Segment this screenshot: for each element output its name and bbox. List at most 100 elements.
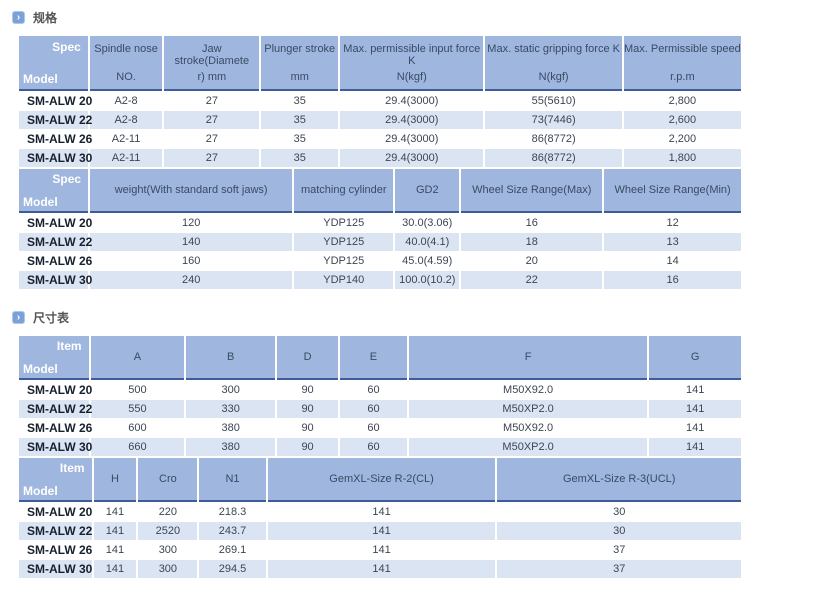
data-cell: 141	[93, 522, 137, 540]
data-cell: 141	[93, 541, 137, 559]
chevron-right-icon: ›	[12, 11, 25, 24]
data-cell: 13	[604, 233, 741, 251]
data-cell: 300	[138, 560, 198, 578]
header-row: Spec Model weight(With standard soft jaws)…	[19, 169, 741, 213]
corner-label-bottom: Model	[23, 72, 58, 86]
data-cell: 330	[186, 400, 276, 418]
data-cell: 220	[138, 503, 198, 521]
data-cell: 16	[461, 214, 603, 232]
column-header-line: Jaw stroke(Diamete	[174, 43, 250, 67]
column-header-line: Spindle nose	[94, 43, 158, 55]
table-row: SM-ALW 20 A2-8 27 35 29.4(3000) 55(5610) 2,800	[19, 92, 741, 110]
column-header-line: r) mm	[197, 71, 227, 83]
data-cell: 60	[340, 419, 407, 437]
data-cell: 29.4(3000)	[340, 111, 484, 129]
data-cell: 141	[267, 522, 496, 540]
model-cell: SM-ALW 30	[19, 149, 92, 167]
column-header: Plunger stroke mm	[261, 36, 339, 91]
data-cell: 1,800	[623, 149, 741, 167]
column-header-line: NO.	[116, 71, 136, 83]
data-cell: 120	[90, 214, 293, 232]
data-cell: 29.4(3000)	[340, 92, 484, 110]
column-header-line: r.p.m	[670, 71, 695, 83]
column-header: D	[277, 336, 339, 380]
column-header-line: Cro	[159, 473, 177, 485]
model-cell: SM-ALW 20	[19, 92, 92, 110]
data-cell: YDP125	[294, 252, 394, 270]
column-header-line: G	[690, 351, 700, 363]
data-cell: 2,600	[623, 111, 741, 129]
column-header: Spindle nose NO.	[89, 36, 163, 91]
column-header-line: N(kgf)	[538, 71, 569, 83]
data-cell: 141	[267, 503, 496, 521]
data-cell: 550	[90, 400, 185, 418]
column-header-line: N(kgf)	[396, 71, 427, 83]
data-cell: 20	[461, 252, 603, 270]
section-dimensions: › 尺寸表 Item Model A B D E F G SM-ALW 20 500 300 90 60…	[0, 290, 818, 579]
data-cell: 27	[164, 149, 260, 167]
column-header: Jaw stroke(Diamete r) mm	[164, 36, 260, 91]
model-cell: SM-ALW 30	[19, 560, 92, 578]
data-cell: M50X92.0	[408, 381, 648, 399]
data-cell: 90	[277, 419, 339, 437]
column-header-line: A	[133, 351, 142, 363]
corner-label-top: Item	[56, 339, 82, 353]
table-row: SM-ALW 26 160 YDP125 45.0(4.59) 20 14	[19, 252, 741, 270]
data-cell: 27	[164, 92, 260, 110]
table-row: SM-ALW 26 A2-11 27 35 29.4(3000) 86(8772) 2,20…	[19, 130, 741, 148]
data-cell: 35	[261, 111, 339, 129]
corner-label-bottom: Model	[23, 362, 58, 376]
data-cell: 2520	[138, 522, 198, 540]
column-header-line: GD2	[415, 184, 439, 196]
column-header: F	[408, 336, 648, 380]
data-cell: 240	[90, 271, 293, 289]
column-header-line: Wheel Size Range(Min)	[614, 184, 731, 196]
data-cell: 35	[261, 149, 339, 167]
table-row: SM-ALW 22 141 2520 243.7 141 30	[19, 522, 741, 540]
header-row: Item Model A B D E F G	[19, 336, 741, 380]
data-cell: 141	[649, 381, 741, 399]
data-cell: 218.3	[199, 503, 266, 521]
column-header: GemXL-Size R-3(UCL)	[497, 458, 741, 502]
data-cell: 35	[261, 92, 339, 110]
data-cell: 294.5	[199, 560, 266, 578]
column-header-line: weight(With standard soft jaws)	[114, 184, 268, 196]
data-cell: 30	[497, 503, 741, 521]
model-cell: SM-ALW 20	[19, 503, 92, 521]
data-cell: 37	[497, 541, 741, 559]
data-cell: 12	[604, 214, 741, 232]
column-header-line: H	[110, 473, 119, 485]
table-row: SM-ALW 22 550 330 90 60 M50XP2.0 141	[19, 400, 741, 418]
table-row: SM-ALW 22 A2-8 27 35 29.4(3000) 73(7446) 2,600	[19, 111, 741, 129]
data-cell: M50XP2.0	[408, 400, 648, 418]
data-cell: 27	[164, 111, 260, 129]
data-cell: 16	[604, 271, 741, 289]
data-cell: 30.0(3.06)	[395, 214, 460, 232]
data-cell: 141	[267, 541, 496, 559]
dimensions-table-2: Item Model H Cro N1 GemXL-Size R-2(CL) GemXL-S…	[17, 457, 743, 579]
model-cell: SM-ALW 26	[19, 252, 92, 270]
corner-label-bottom: Model	[23, 484, 58, 498]
data-cell: 140	[90, 233, 293, 251]
data-cell: YDP125	[294, 214, 394, 232]
column-header-line: Plunger stroke	[264, 43, 336, 55]
data-cell: YDP140	[294, 271, 394, 289]
data-cell: 90	[277, 381, 339, 399]
section-header-dimensions: › 尺寸表	[12, 290, 818, 326]
model-cell: SM-ALW 26	[19, 419, 92, 437]
column-header: Max. permissible input force K N(kgf)	[340, 36, 484, 91]
data-cell: 380	[186, 419, 276, 437]
column-header: GD2	[395, 169, 460, 213]
data-cell: M50XP2.0	[408, 438, 648, 456]
corner-header: Spec Model	[19, 36, 88, 91]
data-cell: 86(8772)	[485, 130, 622, 148]
model-cell: SM-ALW 20	[19, 381, 92, 399]
column-header-line: Max. Permissible speed	[624, 43, 741, 55]
data-cell: YDP125	[294, 233, 394, 251]
table-row: SM-ALW 20 141 220 218.3 141 30	[19, 503, 741, 521]
spec-table-1: Spec Model Spindle nose NO. Jaw stroke(Diame…	[17, 35, 743, 168]
column-header: Cro	[138, 458, 198, 502]
data-cell: 2,800	[623, 92, 741, 110]
column-header: Max. Permissible speed r.p.m	[623, 36, 741, 91]
data-cell: 141	[649, 438, 741, 456]
